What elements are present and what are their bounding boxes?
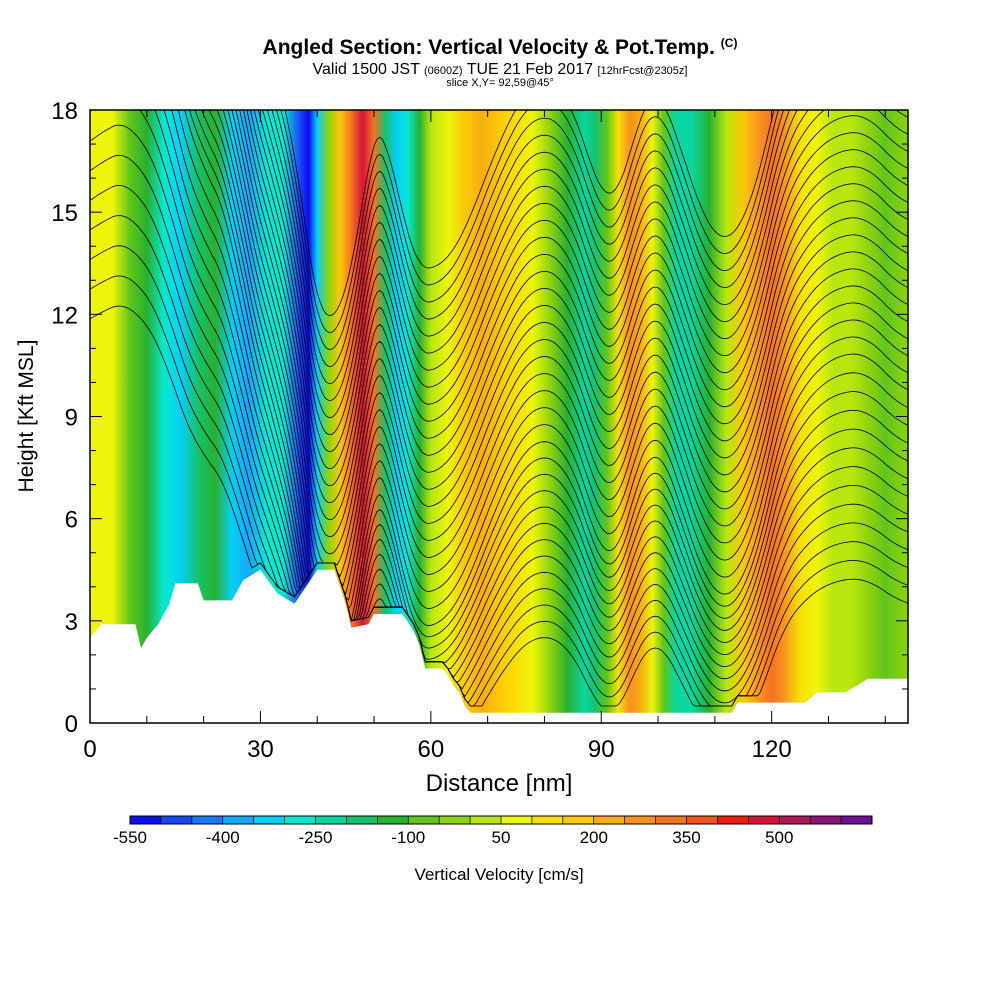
isentrope-line: [239, 110, 908, 503]
colorbar-swatch: [130, 816, 162, 824]
chart-title-suffix: (C): [720, 36, 738, 50]
isentrope-line: [262, 110, 908, 401]
isentrope-line: [242, 110, 908, 486]
valid-zulu: (0600Z): [424, 65, 463, 77]
colorbar-swatch: [346, 816, 378, 824]
isentrope-line: [266, 110, 798, 384]
x-tick-label: 30: [247, 736, 274, 763]
y-tick-label: 12: [51, 302, 78, 329]
isentrope-line: [257, 110, 908, 418]
valid-prefix: Valid 1500 JST: [312, 61, 420, 78]
colorbar-swatch: [160, 816, 193, 824]
isentrope-line: [194, 110, 908, 601]
isentrope-line: [208, 110, 908, 588]
y-axis: 0 3 6 9 12 15 18: [51, 98, 908, 738]
isentrope-line: [231, 110, 908, 537]
colorbar-swatch: [686, 816, 718, 824]
colorbar-swatch: [253, 816, 286, 824]
colorbar-swatch: [470, 816, 502, 824]
isentrope-line: [177, 110, 908, 638]
colorbar-swatch: [624, 816, 657, 824]
colorbar-tick-label: -100: [391, 828, 425, 847]
isentrope-line: [227, 110, 908, 555]
slice-info: slice X,Y= 92,59@45°: [446, 77, 554, 89]
colorbar-tick-label: 500: [765, 828, 793, 847]
colorbar-swatch: [222, 816, 255, 824]
colorbar-label: Vertical Velocity [cm/s]: [414, 865, 583, 884]
isentrope-line: [189, 110, 908, 610]
y-tick-label: 3: [65, 609, 78, 636]
isentrope-line: [90, 124, 908, 678]
colorbar-swatch: [377, 816, 409, 824]
potential-temperature-contours: [90, 110, 908, 707]
colorbar-swatch: [315, 816, 347, 824]
colorbar-swatch: [284, 816, 316, 824]
isentrope-line: [235, 110, 908, 520]
isentrope-line: [90, 184, 908, 692]
y-tick-label: 0: [65, 711, 78, 738]
colorbar-tick-label: -550: [113, 828, 147, 847]
x-axis: 0 30 60 90 120: [83, 110, 886, 763]
colorbar-tick-label: -250: [298, 828, 332, 847]
isentrope-line: [250, 110, 908, 452]
colorbar-swatch: [562, 816, 595, 824]
isentrope-line: [276, 110, 784, 350]
terrain-mask: [90, 569, 908, 723]
x-tick-label: 60: [417, 736, 444, 763]
y-tick-label: 9: [65, 405, 78, 432]
y-tick-label: 18: [51, 98, 78, 125]
valid-date: TUE 21 Feb 2017: [466, 61, 593, 78]
isentrope-line: [90, 215, 908, 704]
isentrope-line: [253, 110, 908, 435]
x-tick-label: 90: [588, 736, 615, 763]
isentrope-line: [280, 110, 779, 333]
colorbar-tick-label: -400: [206, 828, 240, 847]
colorbar-swatch: [810, 816, 842, 824]
colorbar-swatch: [531, 816, 564, 824]
forecast-info: [12hrFcst@2305z]: [597, 65, 688, 77]
isentrope-line: [246, 110, 908, 469]
isentrope-line: [163, 110, 908, 660]
colorbar-tick-label: 200: [580, 828, 608, 847]
colorbar-swatch: [408, 816, 440, 824]
isentrope-line: [90, 110, 908, 670]
colorbar-swatch: [439, 816, 471, 824]
colorbar-swatch: [779, 816, 811, 824]
y-axis-label: Height [Kft MSL]: [15, 340, 38, 493]
isentrope-line: [222, 110, 908, 566]
isentrope-line: [171, 110, 908, 649]
x-tick-label: 0: [83, 736, 96, 763]
chart-title-main: Angled Section: Vertical Velocity & Pot.…: [262, 36, 715, 59]
y-tick-label: 15: [51, 200, 78, 227]
isentrope-line: [184, 110, 908, 627]
valid-time-line: Valid 1500 JST (0600Z) TUE 21 Feb 2017 […: [0, 61, 1000, 79]
colorbar-swatch: [655, 816, 687, 824]
isentrope-line: [271, 110, 790, 367]
isentrope-line: [154, 110, 908, 664]
isentrope-line: [90, 275, 908, 707]
colorbar-tick-label: 50: [492, 828, 511, 847]
isentrope-line: [90, 154, 908, 683]
y-tick-label: 6: [65, 507, 78, 534]
colorbar-tick-label: 350: [672, 828, 700, 847]
colorbar-swatch: [717, 816, 749, 824]
colorbar-swatch: [191, 816, 224, 824]
isentrope-line: [90, 305, 908, 707]
colorbar-swatch: [501, 816, 533, 824]
colorbar-swatch: [593, 816, 626, 824]
colorbar-swatch: [748, 816, 780, 824]
x-tick-label: 120: [752, 736, 792, 763]
chart-title: Angled Section: Vertical Velocity & Pot.…: [0, 36, 1000, 60]
colorbar-swatch: [841, 816, 873, 824]
isentrope-line: [90, 245, 908, 707]
isentrope-line: [201, 110, 908, 596]
colorbar: -550 -400 -250 -100 50 200 350 500: [113, 815, 873, 847]
isentrope-line: [216, 110, 908, 578]
x-axis-label: Distance [nm]: [426, 770, 573, 797]
